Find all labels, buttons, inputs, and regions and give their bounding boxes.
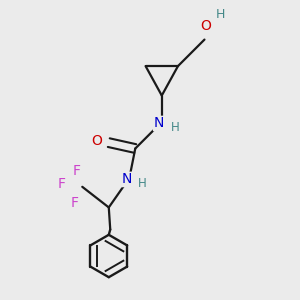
Text: H: H — [171, 121, 179, 134]
Text: N: N — [154, 116, 164, 130]
Text: O: O — [200, 19, 211, 33]
Text: O: O — [92, 134, 102, 148]
Text: H: H — [216, 8, 225, 21]
Text: N: N — [121, 172, 132, 186]
Text: F: F — [71, 196, 79, 210]
Text: F: F — [58, 177, 66, 191]
Text: F: F — [72, 164, 80, 178]
Text: H: H — [138, 177, 147, 190]
